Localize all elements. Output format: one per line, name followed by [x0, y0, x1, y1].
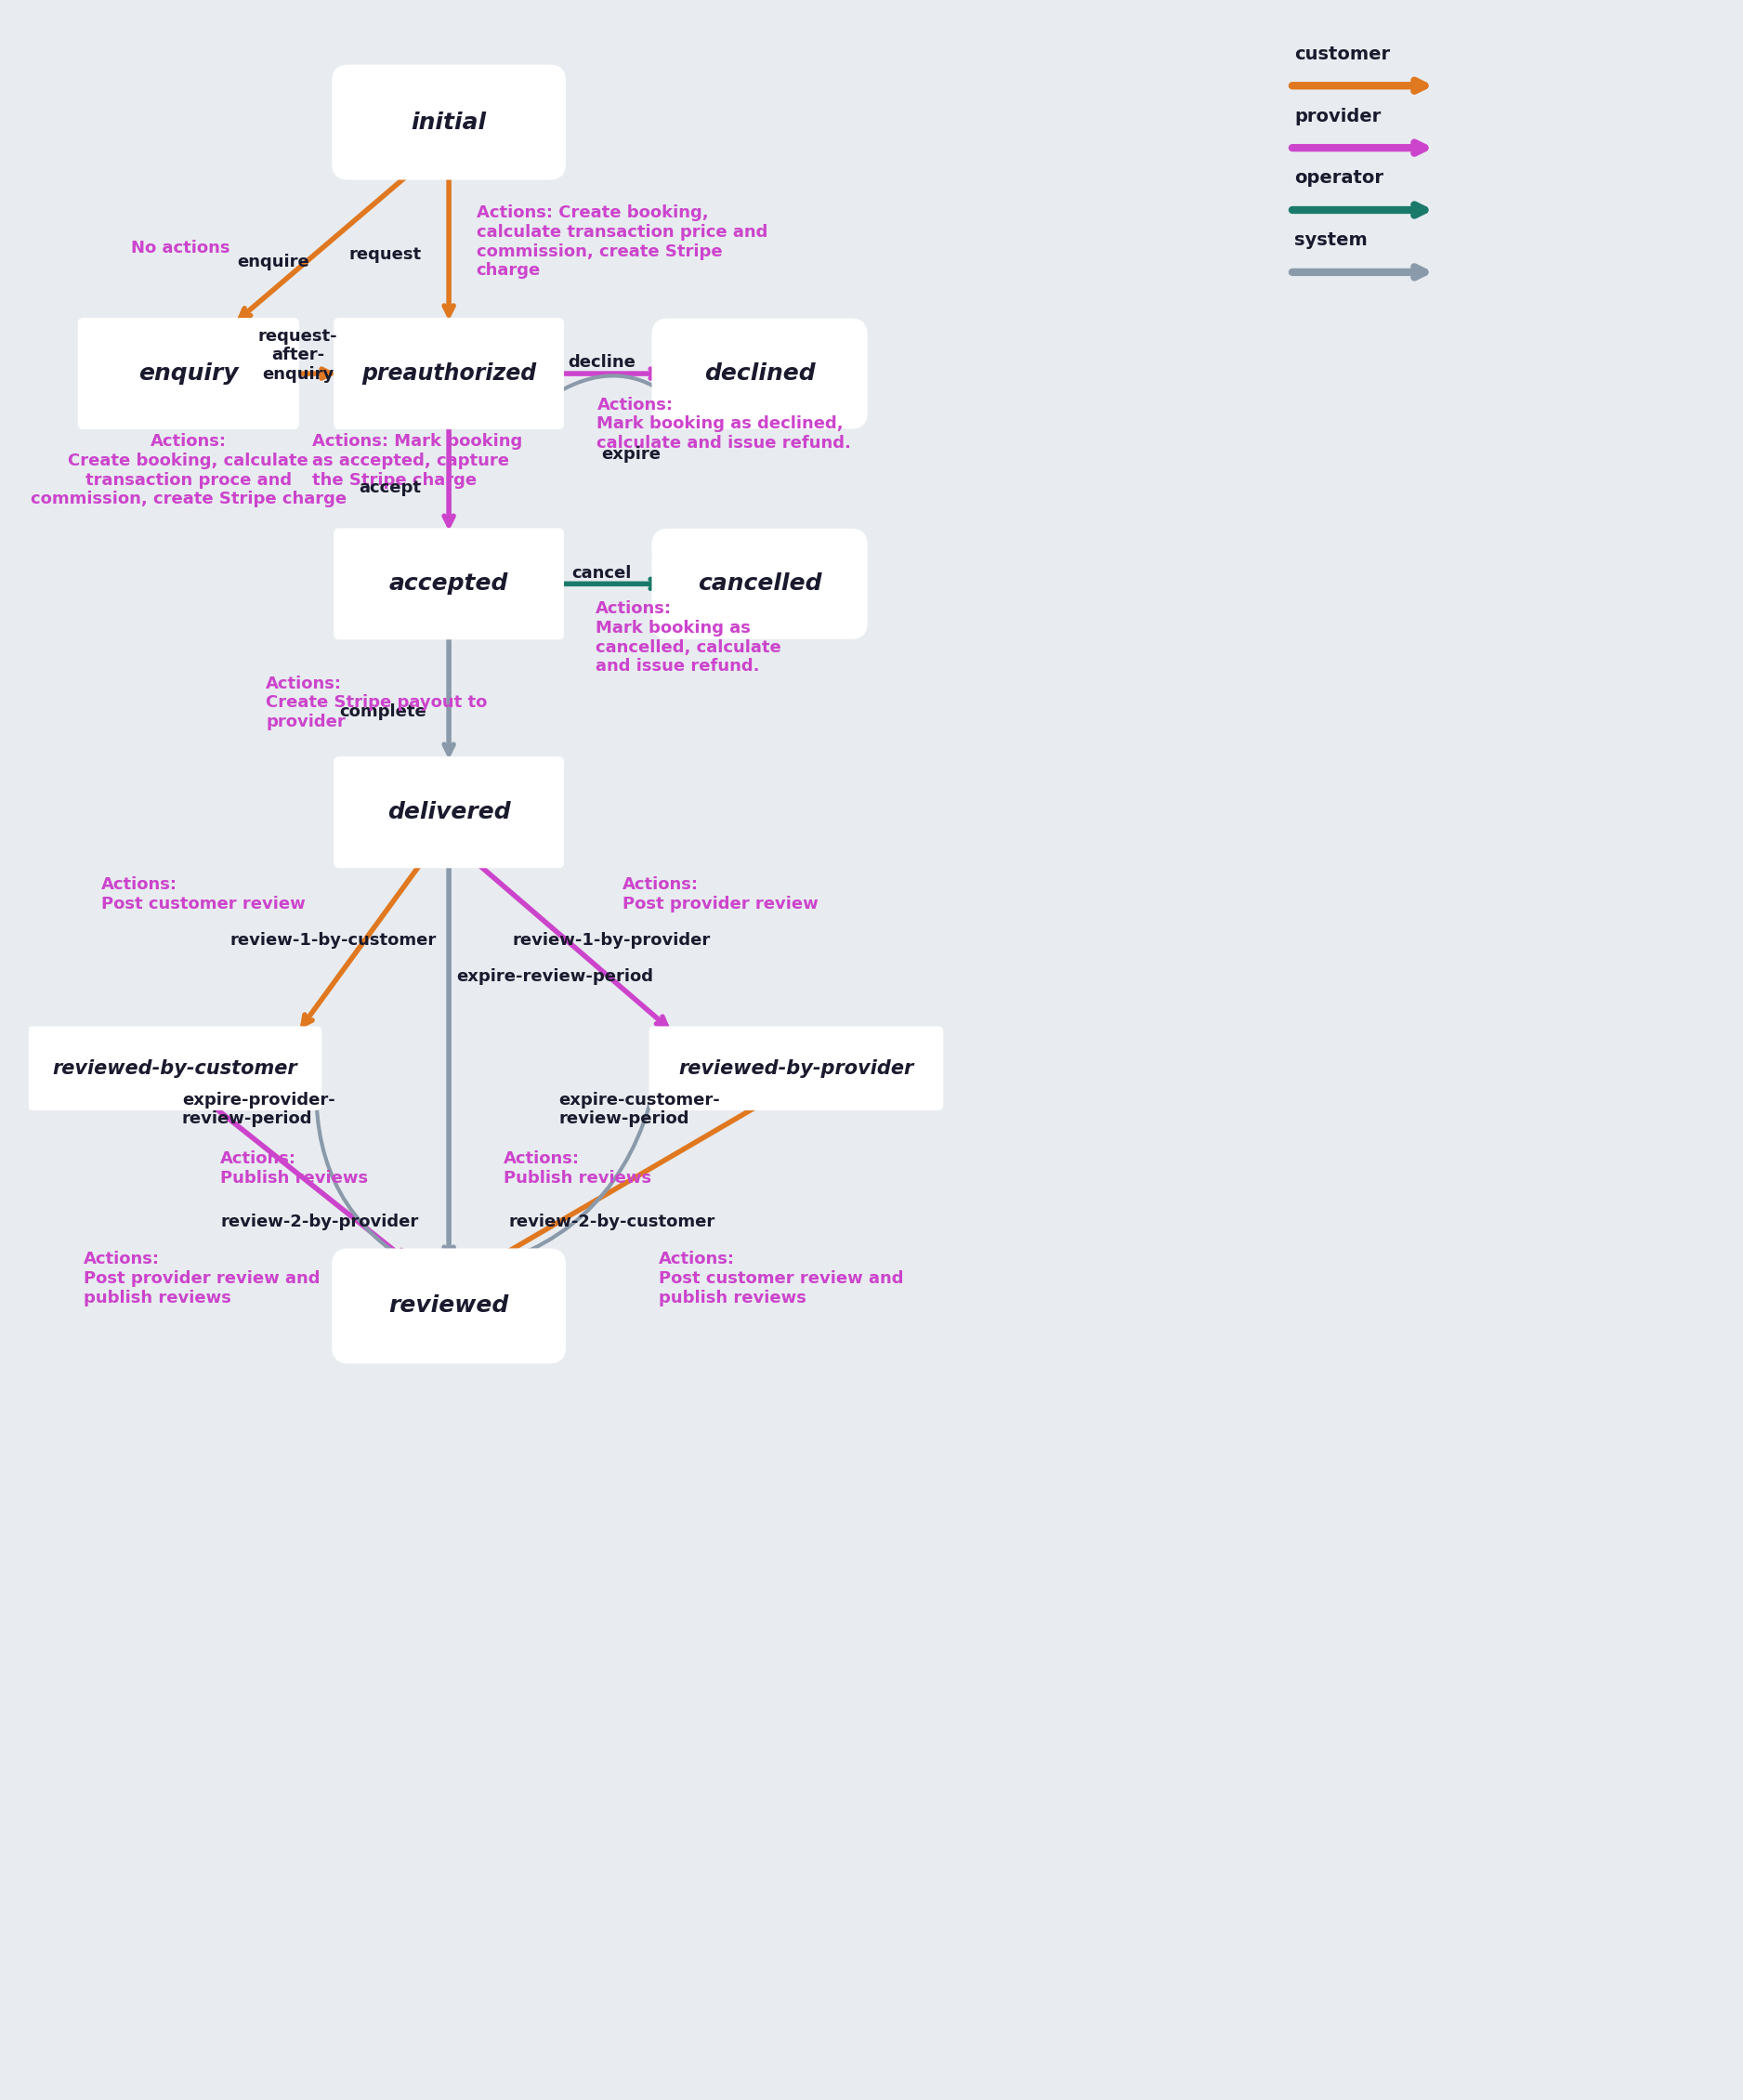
Text: Actions:
Post provider review: Actions: Post provider review [622, 876, 817, 911]
FancyBboxPatch shape [333, 756, 565, 867]
Text: review-2-by-customer: review-2-by-customer [509, 1214, 715, 1231]
Text: enquiry: enquiry [138, 363, 239, 384]
Text: complete: complete [338, 704, 425, 720]
Text: review-2-by-provider: review-2-by-provider [220, 1214, 418, 1231]
Text: No actions: No actions [131, 239, 230, 256]
Text: review-1-by-customer: review-1-by-customer [230, 932, 436, 949]
Text: Actions:
Mark booking as
cancelled, calculate
and issue refund.: Actions: Mark booking as cancelled, calc… [594, 601, 781, 674]
FancyBboxPatch shape [331, 65, 566, 181]
Text: cancelled: cancelled [697, 573, 821, 594]
FancyBboxPatch shape [652, 319, 868, 428]
Text: initial: initial [411, 111, 486, 134]
Text: request: request [349, 246, 422, 262]
Text: customer: customer [1295, 46, 1391, 63]
Text: review-1-by-provider: review-1-by-provider [512, 932, 711, 949]
Text: reviewed-by-customer: reviewed-by-customer [52, 1058, 296, 1077]
Text: expire-provider-
review-period: expire-provider- review-period [181, 1092, 335, 1128]
Text: decline: decline [568, 355, 636, 372]
Text: Actions: Mark booking
as accepted, capture
the Stripe charge: Actions: Mark booking as accepted, captu… [312, 433, 521, 489]
Text: Actions:
Create Stripe payout to
provider: Actions: Create Stripe payout to provide… [267, 676, 488, 731]
Text: expire: expire [601, 445, 661, 462]
FancyBboxPatch shape [331, 1247, 566, 1363]
FancyBboxPatch shape [652, 529, 868, 638]
Text: Actions:
Post customer review and
publish reviews: Actions: Post customer review and publis… [659, 1252, 905, 1306]
FancyBboxPatch shape [28, 1027, 322, 1111]
Text: cancel: cancel [572, 565, 631, 582]
Text: expire-customer-
review-period: expire-customer- review-period [558, 1092, 720, 1128]
Text: Actions:
Post customer review: Actions: Post customer review [101, 876, 305, 911]
Text: reviewed-by-provider: reviewed-by-provider [678, 1058, 913, 1077]
FancyBboxPatch shape [333, 527, 565, 640]
Text: enquire: enquire [237, 254, 309, 271]
Text: Actions: Create booking,
calculate transaction price and
commission, create Stri: Actions: Create booking, calculate trans… [476, 204, 767, 279]
FancyBboxPatch shape [78, 317, 300, 428]
Text: accepted: accepted [389, 573, 509, 594]
Text: reviewed: reviewed [389, 1296, 509, 1317]
Text: expire-review-period: expire-review-period [457, 968, 654, 985]
Text: system: system [1295, 231, 1368, 250]
Text: request-
after-
enquiry: request- after- enquiry [258, 328, 338, 382]
Text: accept: accept [359, 479, 422, 496]
Text: Actions:
Post provider review and
publish reviews: Actions: Post provider review and publis… [84, 1252, 319, 1306]
FancyBboxPatch shape [648, 1027, 943, 1111]
FancyBboxPatch shape [333, 317, 565, 428]
Text: provider: provider [1295, 107, 1380, 126]
Text: Actions:
Mark booking as declined,
calculate and issue refund.: Actions: Mark booking as declined, calcu… [596, 397, 851, 452]
Text: Actions:
Publish reviews: Actions: Publish reviews [504, 1151, 652, 1186]
Text: declined: declined [704, 363, 816, 384]
Text: operator: operator [1295, 170, 1384, 187]
Text: preauthorized: preauthorized [361, 363, 537, 384]
Text: Actions:
Create booking, calculate
transaction proce and
commission, create Stri: Actions: Create booking, calculate trans… [30, 433, 347, 508]
Text: delivered: delivered [387, 802, 511, 823]
Text: Actions:
Publish reviews: Actions: Publish reviews [220, 1151, 368, 1186]
